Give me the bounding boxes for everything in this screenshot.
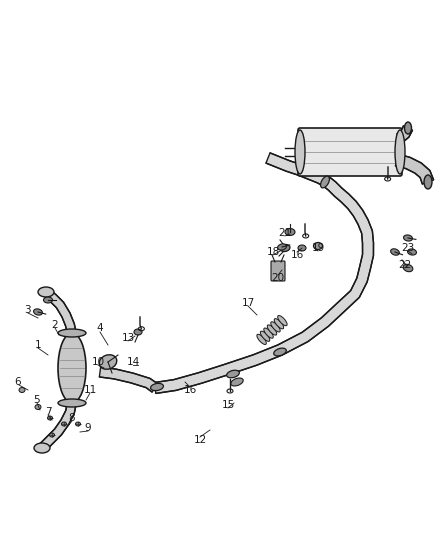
Ellipse shape [260,331,270,341]
Ellipse shape [99,355,117,369]
Polygon shape [99,367,158,392]
Ellipse shape [61,422,67,426]
Polygon shape [39,401,76,451]
Text: 9: 9 [85,423,91,433]
Ellipse shape [75,422,81,426]
Ellipse shape [298,245,306,251]
Ellipse shape [231,378,243,386]
Ellipse shape [47,416,53,420]
Ellipse shape [391,249,399,255]
Text: 12: 12 [193,435,207,445]
Ellipse shape [58,399,86,407]
Ellipse shape [271,322,280,332]
Ellipse shape [403,235,413,241]
Text: 8: 8 [69,413,75,423]
Ellipse shape [151,383,163,391]
Ellipse shape [295,130,305,174]
Ellipse shape [43,297,53,303]
Ellipse shape [274,319,284,329]
Text: 10: 10 [92,357,105,367]
Text: 6: 6 [15,377,21,387]
Text: 21: 21 [279,228,292,238]
Text: 17: 17 [241,298,254,308]
Ellipse shape [424,175,432,189]
Ellipse shape [226,370,239,378]
FancyBboxPatch shape [298,128,402,176]
Text: 15: 15 [221,400,235,410]
Polygon shape [43,288,76,336]
Text: 23: 23 [401,243,415,253]
Text: 7: 7 [45,407,51,417]
Ellipse shape [58,329,86,337]
Ellipse shape [403,264,413,272]
Text: 19: 19 [311,243,325,253]
Ellipse shape [285,229,295,236]
Text: 11: 11 [83,385,97,395]
Polygon shape [154,177,374,393]
Ellipse shape [278,316,287,326]
Text: 3: 3 [24,305,30,315]
Ellipse shape [267,325,277,335]
FancyBboxPatch shape [271,261,285,281]
Ellipse shape [321,176,329,188]
Ellipse shape [35,405,41,409]
Ellipse shape [38,287,54,297]
Polygon shape [266,153,330,187]
Ellipse shape [280,245,290,252]
Ellipse shape [264,328,273,338]
Text: 22: 22 [399,260,412,270]
Text: 14: 14 [127,357,140,367]
Ellipse shape [34,443,50,453]
Ellipse shape [134,329,142,335]
Text: 4: 4 [97,323,103,333]
Text: 13: 13 [121,333,134,343]
Text: 5: 5 [34,395,40,405]
Text: 16: 16 [290,250,304,260]
Ellipse shape [58,333,86,403]
Ellipse shape [34,309,42,315]
Text: 20: 20 [272,273,285,283]
Text: 18: 18 [266,247,279,257]
Text: 1: 1 [35,340,41,350]
Ellipse shape [274,348,286,356]
Ellipse shape [278,244,286,250]
Polygon shape [397,126,413,142]
Ellipse shape [49,433,54,437]
Ellipse shape [395,130,405,174]
Polygon shape [396,154,434,184]
Ellipse shape [407,249,417,255]
Text: 2: 2 [52,320,58,330]
Ellipse shape [405,122,411,134]
Ellipse shape [257,334,266,344]
Ellipse shape [19,387,25,392]
Ellipse shape [314,243,322,249]
Text: 16: 16 [184,385,197,395]
